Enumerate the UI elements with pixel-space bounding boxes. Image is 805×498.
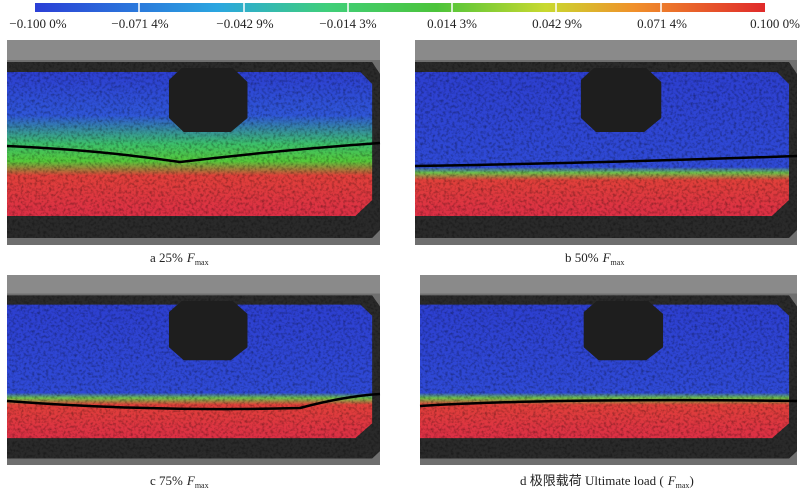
- colorbar-label: 0.014 3%: [427, 16, 477, 31]
- colorbar-labels: −0.100 0% −0.071 4% −0.042 9% −0.014 3% 0.01…: [9, 16, 800, 31]
- colorbar-label: −0.071 4%: [111, 16, 168, 31]
- panel-caption: a 25% Fmax: [150, 250, 209, 267]
- caption-variable: F: [186, 250, 196, 265]
- caption-prefix: c 75%: [150, 473, 183, 488]
- strain-field-d: [420, 275, 797, 465]
- colorbar-label: −0.042 9%: [216, 16, 273, 31]
- boundary-lines: [6, 141, 798, 411]
- strain-field-b: [415, 40, 797, 245]
- colorbar-label: −0.100 0%: [9, 16, 66, 31]
- caption-suffix: ): [689, 473, 693, 488]
- panel-caption: c 75% Fmax: [150, 473, 209, 490]
- panel-caption: b 50% Fmax: [565, 250, 624, 267]
- colorbar-dividers: [138, 3, 662, 12]
- colorbar-label: 0.042 9%: [532, 16, 582, 31]
- colorbar-label: 0.071 4%: [637, 16, 687, 31]
- caption-prefix: a 25%: [150, 250, 183, 265]
- caption-prefix: d 极限载荷 Ultimate load (: [520, 473, 664, 488]
- caption-variable: F: [667, 473, 677, 488]
- caption-subscript: max: [195, 258, 209, 267]
- caption-subscript: max: [611, 258, 625, 267]
- colorbar-label: 0.100 0%: [750, 16, 800, 31]
- strain-field-c: [7, 275, 380, 465]
- caption-variable: F: [602, 250, 612, 265]
- strain-field-a: [7, 40, 380, 245]
- caption-variable: F: [186, 473, 196, 488]
- colorbar: [35, 3, 765, 12]
- colorbar-label: −0.014 3%: [319, 16, 376, 31]
- caption-prefix: b 50%: [565, 250, 599, 265]
- panel-caption: d 极限载荷 Ultimate load (Fmax): [520, 473, 694, 490]
- caption-subscript: max: [195, 481, 209, 490]
- caption-subscript: max: [676, 481, 690, 490]
